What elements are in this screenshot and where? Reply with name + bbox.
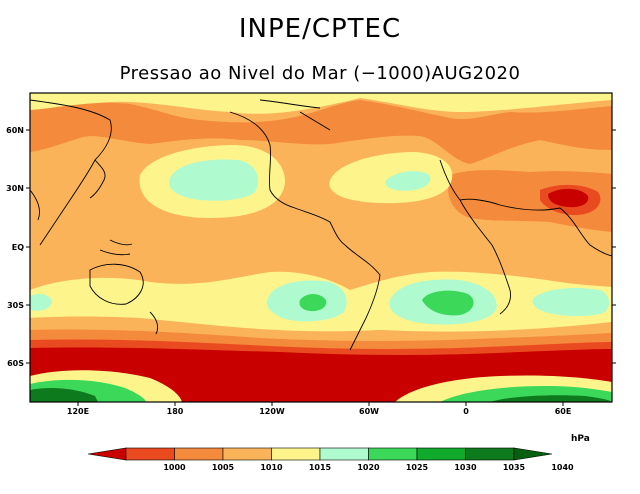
- legend-swatch-high-end: [513, 447, 553, 461]
- lon-labels: 120E 180 120W 60W 0 60E: [67, 407, 571, 416]
- lat-ticks: [26, 129, 616, 364]
- lon-label-180: 180: [167, 407, 184, 416]
- map-subtitle: Pressao ao Nivel do Mar (−1000)AUG2020: [119, 63, 521, 84]
- legend-level-label: 1015: [309, 463, 332, 472]
- field-indian-high-east: [532, 288, 609, 317]
- legend-swatch: [416, 447, 466, 461]
- field-indian-high: [30, 294, 52, 311]
- lon-label-120e: 120E: [67, 407, 89, 416]
- map-field: [30, 93, 612, 402]
- legend-level-label: 1030: [454, 463, 477, 472]
- legend-swatch: [465, 447, 515, 461]
- lon-ticks: [77, 402, 564, 406]
- legend-level-label: 1020: [357, 463, 380, 472]
- legend-level-label: 1010: [260, 463, 283, 472]
- lon-label-0: 0: [463, 407, 469, 416]
- legend-swatch: [125, 447, 175, 461]
- lon-label-60w: 60W: [359, 407, 379, 416]
- lat-label-60s: 60S: [7, 359, 24, 368]
- color-legend: 1000 1005 1010 1015 1020 1025 1030 1035 1040: [87, 447, 574, 472]
- lat-label-eq: EQ: [12, 243, 24, 252]
- lon-label-120w: 120W: [259, 407, 285, 416]
- lon-label-60e: 60E: [555, 407, 572, 416]
- field-north-low: [30, 100, 612, 164]
- legend-level-label: 1035: [503, 463, 526, 472]
- lat-label-30n: 30N: [6, 184, 24, 193]
- field-azores-high-core: [385, 171, 431, 191]
- legend-level-label: 1040: [551, 463, 574, 472]
- legend-level-label: 1005: [212, 463, 235, 472]
- legend-swatch: [271, 447, 321, 461]
- field-asia-low-core: [548, 188, 589, 208]
- legend-units: hPa: [571, 434, 590, 444]
- legend-swatch: [222, 447, 272, 461]
- field-npac-high-core: [169, 159, 259, 201]
- field-antarctic-east-peak: [490, 395, 612, 402]
- field-antarctic-west-peak: [30, 388, 98, 402]
- legend-swatch: [174, 447, 224, 461]
- field-arctic-high: [30, 93, 612, 114]
- legend-level-label: 1000: [163, 463, 186, 472]
- legend-swatch: [319, 447, 369, 461]
- legend-swatch-low-end: [87, 447, 127, 461]
- legend-swatch: [368, 447, 418, 461]
- lat-label-30s: 30S: [7, 301, 24, 310]
- field-satl-high-core: [422, 290, 474, 316]
- legend-level-label: 1025: [406, 463, 429, 472]
- coastlines: [30, 99, 612, 351]
- lat-labels: 60N 30N EQ 30S 60S: [6, 126, 24, 368]
- lat-label-60n: 60N: [6, 126, 24, 135]
- field-spac-high-core: [299, 294, 327, 312]
- page-title: INPE/CPTEC: [238, 14, 402, 44]
